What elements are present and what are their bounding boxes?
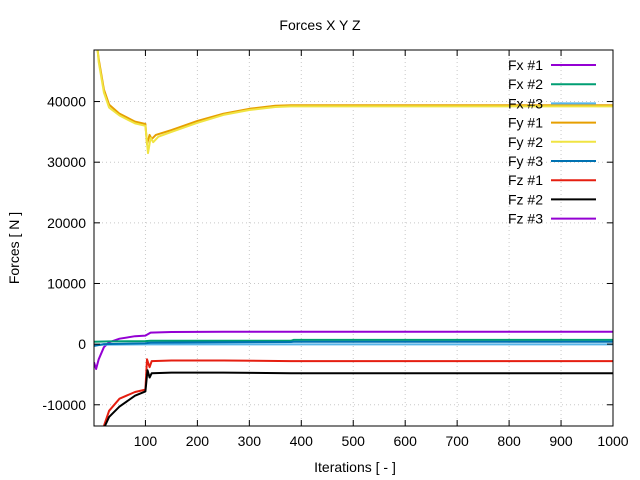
legend-label: Fy #2	[508, 134, 543, 150]
x-tick-label: 500	[342, 433, 366, 449]
series-lines	[94, 50, 613, 426]
y-tick-label: -10000	[42, 397, 86, 413]
x-tick-label: 300	[238, 433, 262, 449]
legend-label: Fx #2	[508, 76, 543, 92]
x-tick-label: 600	[394, 433, 418, 449]
series-line-6	[94, 340, 613, 347]
legend-label: Fz #1	[508, 172, 543, 188]
legend-label: Fz #2	[508, 191, 543, 207]
x-tick-label: 1000	[597, 433, 628, 449]
legend: Fx #1 Fx #2 Fx #3 Fy #1 Fy #2 Fy #3 Fz #1 Fz #2…	[508, 57, 596, 227]
x-tick-label: 700	[445, 433, 469, 449]
series-line-1	[94, 330, 613, 370]
x-axis-label: Iterations [ - ]	[314, 459, 396, 475]
y-tick-label: 10000	[47, 275, 86, 291]
x-tick-label: 900	[549, 433, 573, 449]
y-tick-label: 20000	[47, 215, 86, 231]
series-line-5	[96, 50, 613, 155]
x-tick-label: 100	[134, 433, 158, 449]
series-line-7	[102, 358, 613, 426]
axis-ticks: 100 200 300 400 500 600 700 800 900 1000 -10000 0 10…	[42, 50, 629, 449]
legend-label: Fx #1	[508, 57, 543, 73]
series-line-2	[94, 338, 613, 343]
y-axis-label: Forces [ N ]	[6, 211, 22, 285]
y-tick-label: 40000	[47, 94, 86, 110]
x-tick-label: 200	[186, 433, 210, 449]
legend-label: Fz #3	[508, 211, 543, 227]
chart-title: Forces X Y Z	[279, 17, 361, 33]
x-tick-label: 400	[290, 433, 314, 449]
x-tick-label: 800	[497, 433, 521, 449]
legend-label: Fy #3	[508, 153, 543, 169]
legend-label: Fx #3	[508, 95, 543, 111]
y-tick-label: 0	[78, 336, 86, 352]
y-tick-label: 30000	[47, 154, 86, 170]
series-line-8	[103, 369, 613, 426]
legend-label: Fy #1	[508, 115, 543, 131]
